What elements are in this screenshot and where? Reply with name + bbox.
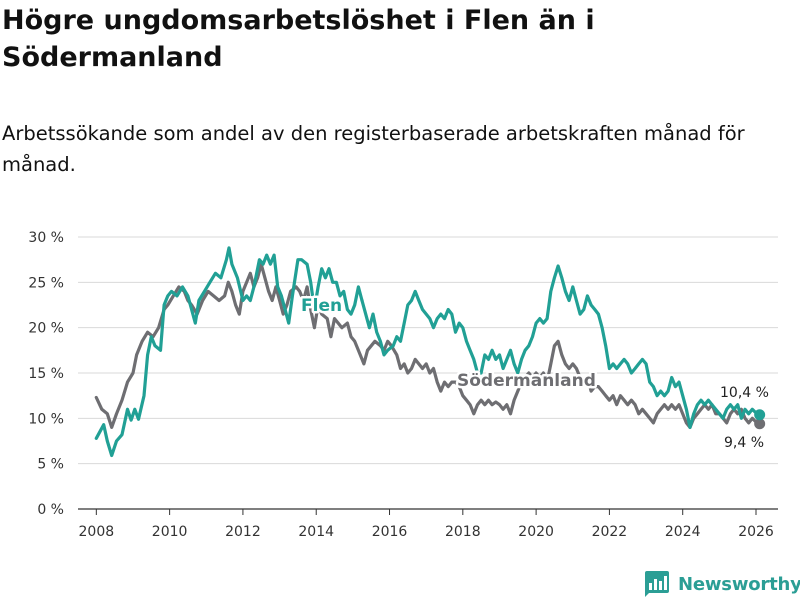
y-tick-label: 20 % <box>28 321 64 337</box>
x-tick-label: 2008 <box>79 524 115 540</box>
x-tick-label: 2014 <box>298 524 334 540</box>
series-label-flen-halo: Flen <box>301 296 342 316</box>
brand-name: Newsworthy <box>678 573 800 595</box>
y-tick-label: 30 % <box>28 230 64 246</box>
y-tick-label: 15 % <box>28 366 64 382</box>
y-tick-label: 10 % <box>28 411 64 427</box>
series-label-sodermanland-halo: Södermanland <box>457 371 596 391</box>
y-tick-label: 5 % <box>37 457 64 473</box>
x-tick-label: 2026 <box>738 524 774 540</box>
series-line-flen <box>360 264 762 429</box>
series-lines <box>94 246 762 458</box>
x-axis: 2008 2010 2012 2014 2016 2018 2020 2022 2024 2026 <box>79 509 774 540</box>
chart-subtitle: Arbetssökande som andel av den registerb… <box>2 122 745 176</box>
end-point-flen <box>754 409 766 421</box>
series-line-sodermanland <box>94 262 762 429</box>
brand-logo: Newsworthy <box>644 569 800 599</box>
x-tick-label: 2018 <box>445 524 481 540</box>
x-tick-label: 2022 <box>592 524 628 540</box>
y-tick-label: 25 % <box>28 275 64 291</box>
end-label-sodermanland: 9,4 % <box>724 435 764 451</box>
chart-title: Högre ungdomsarbetslöshet i Flen än i Sö… <box>2 5 595 73</box>
y-tick-label: 0 % <box>37 502 64 518</box>
series-label-flen: Flen <box>301 296 342 316</box>
grid-lines <box>78 236 778 510</box>
x-tick-label: 2012 <box>225 524 261 540</box>
series-line-flen <box>94 246 364 458</box>
y-axis: 0 % 5 % 10 % 15 % 20 % 25 % 30 % <box>28 230 64 518</box>
x-tick-label: 2010 <box>152 524 188 540</box>
x-tick-label: 2016 <box>372 524 408 540</box>
end-point-sodermanland <box>754 418 766 430</box>
newsworthy-logo-icon <box>645 571 669 597</box>
series-label-sodermanland: Södermanland <box>457 371 596 391</box>
x-tick-label: 2020 <box>518 524 554 540</box>
end-label-flen: 10,4 % <box>720 385 769 401</box>
x-tick-label: 2024 <box>665 524 701 540</box>
